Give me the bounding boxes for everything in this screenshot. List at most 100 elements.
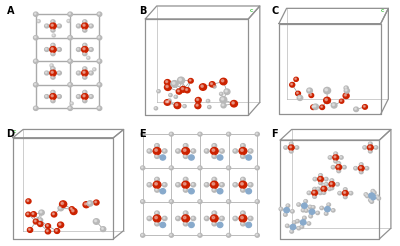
Circle shape <box>242 144 243 146</box>
Circle shape <box>84 21 85 22</box>
Circle shape <box>166 81 168 83</box>
Circle shape <box>87 201 93 206</box>
Circle shape <box>189 189 194 194</box>
Circle shape <box>27 200 29 201</box>
Circle shape <box>324 183 328 186</box>
Circle shape <box>239 215 247 222</box>
Circle shape <box>303 216 306 219</box>
Circle shape <box>142 200 143 202</box>
Circle shape <box>217 222 223 228</box>
Circle shape <box>313 187 316 191</box>
Circle shape <box>38 218 43 222</box>
Circle shape <box>93 68 96 71</box>
Circle shape <box>213 178 214 180</box>
Circle shape <box>239 148 247 154</box>
Circle shape <box>88 202 90 204</box>
Circle shape <box>200 84 206 90</box>
Circle shape <box>241 177 245 182</box>
Circle shape <box>228 167 229 168</box>
Circle shape <box>290 82 295 87</box>
Circle shape <box>297 203 300 206</box>
Circle shape <box>328 187 331 191</box>
Circle shape <box>184 212 186 213</box>
Circle shape <box>320 105 324 109</box>
Circle shape <box>83 99 87 103</box>
Circle shape <box>76 71 80 75</box>
Circle shape <box>51 212 57 217</box>
Circle shape <box>241 149 243 151</box>
Circle shape <box>376 195 379 199</box>
Circle shape <box>89 47 93 51</box>
Circle shape <box>220 216 224 221</box>
Circle shape <box>325 98 328 101</box>
Circle shape <box>89 71 93 75</box>
Circle shape <box>313 104 318 109</box>
Circle shape <box>309 206 310 207</box>
Circle shape <box>183 177 188 182</box>
Circle shape <box>375 146 376 148</box>
Circle shape <box>147 216 152 221</box>
Circle shape <box>328 204 329 205</box>
Circle shape <box>372 191 376 194</box>
Circle shape <box>198 200 202 203</box>
Circle shape <box>142 167 143 168</box>
Circle shape <box>179 78 181 81</box>
Circle shape <box>178 90 179 92</box>
Circle shape <box>163 150 165 151</box>
Circle shape <box>309 209 315 214</box>
Text: D: D <box>6 129 14 139</box>
Circle shape <box>296 147 297 148</box>
Circle shape <box>155 177 159 182</box>
Circle shape <box>312 190 318 196</box>
Circle shape <box>305 210 306 211</box>
Circle shape <box>290 224 296 230</box>
Circle shape <box>199 200 200 202</box>
Circle shape <box>307 191 311 195</box>
Circle shape <box>302 209 303 210</box>
Circle shape <box>292 221 296 224</box>
Circle shape <box>45 95 49 98</box>
Circle shape <box>212 188 217 192</box>
Circle shape <box>350 192 351 193</box>
Circle shape <box>303 217 305 218</box>
Circle shape <box>220 149 224 153</box>
Circle shape <box>83 20 87 24</box>
Circle shape <box>324 177 328 181</box>
Circle shape <box>38 20 39 21</box>
Circle shape <box>97 59 102 63</box>
Circle shape <box>309 215 312 218</box>
Circle shape <box>83 202 90 208</box>
Circle shape <box>70 208 72 209</box>
Circle shape <box>84 44 85 46</box>
Circle shape <box>198 166 202 170</box>
Circle shape <box>83 52 87 56</box>
Circle shape <box>70 102 73 105</box>
Circle shape <box>156 222 157 224</box>
Circle shape <box>210 181 218 188</box>
Circle shape <box>26 199 31 204</box>
Circle shape <box>45 24 49 28</box>
Circle shape <box>307 222 311 225</box>
Circle shape <box>100 227 106 231</box>
Circle shape <box>323 192 324 193</box>
Circle shape <box>304 209 308 212</box>
Circle shape <box>98 60 100 62</box>
Circle shape <box>233 216 238 221</box>
Circle shape <box>325 89 328 91</box>
Circle shape <box>360 171 362 172</box>
Circle shape <box>228 234 229 235</box>
Circle shape <box>39 223 40 224</box>
Circle shape <box>178 77 184 84</box>
Circle shape <box>293 222 294 223</box>
Circle shape <box>210 148 218 154</box>
Circle shape <box>28 229 30 230</box>
Circle shape <box>225 90 227 92</box>
Circle shape <box>340 99 344 103</box>
Circle shape <box>77 48 79 50</box>
Circle shape <box>227 200 231 203</box>
Circle shape <box>52 68 53 69</box>
Circle shape <box>83 28 87 32</box>
Circle shape <box>217 155 223 160</box>
Circle shape <box>242 189 243 190</box>
Circle shape <box>141 166 145 170</box>
